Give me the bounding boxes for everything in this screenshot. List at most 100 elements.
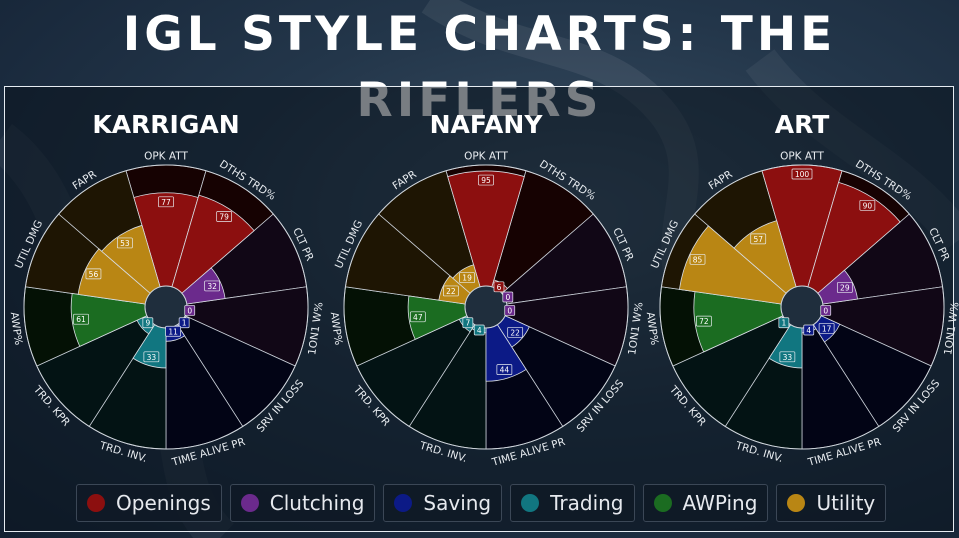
value-label: 32 (207, 282, 217, 291)
value-label-box (496, 364, 513, 375)
value-label: 22 (510, 328, 520, 337)
value-label: 29 (840, 283, 850, 292)
value-label: 79 (219, 212, 229, 221)
value-label-box (459, 272, 475, 283)
value-label: 7 (465, 319, 470, 328)
value-label-box (502, 291, 514, 303)
legend: Openings Clutching Saving Trading AWPing Util… (76, 484, 887, 522)
value-label-box (443, 285, 459, 297)
value-label-box (818, 322, 835, 334)
value-label-box (836, 282, 853, 293)
value-label: 22 (446, 287, 456, 296)
value-label-box (859, 199, 876, 211)
value-label-box (216, 211, 233, 222)
value-label-box (493, 281, 505, 293)
legend-label: Saving (423, 491, 492, 515)
value-label-box (178, 317, 190, 329)
legend-item-utility: Utility (776, 484, 887, 522)
value-label-box (696, 315, 712, 327)
value-label: 0 (823, 306, 828, 315)
value-label: 4 (806, 326, 811, 335)
value-label: 61 (76, 315, 86, 324)
value-label-box (409, 311, 426, 323)
value-label: 53 (120, 239, 130, 248)
value-label-box (507, 326, 524, 338)
value-label-box (142, 317, 154, 329)
legend-swatch (653, 494, 672, 512)
value-label-box (750, 233, 767, 245)
legend-label: AWPing (682, 491, 758, 515)
value-label-box (689, 253, 706, 265)
value-label-box (85, 268, 102, 280)
chart-title: ART (775, 110, 830, 139)
value-label: 90 (863, 201, 873, 210)
value-label-box (116, 237, 133, 249)
value-label-box (143, 351, 160, 363)
value-label-box (165, 325, 181, 337)
value-label: 44 (500, 366, 510, 375)
category-label: AWP% (328, 311, 345, 346)
chart-title: KARRIGAN (92, 110, 239, 139)
value-label: 33 (783, 353, 793, 362)
value-label: 57 (753, 235, 763, 244)
value-label-box (778, 317, 790, 329)
legend-swatch (394, 494, 413, 512)
outer-ring (343, 164, 629, 450)
value-label-box (462, 317, 474, 329)
value-label: 19 (462, 274, 472, 283)
value-label: 0 (507, 306, 512, 315)
value-label-box (204, 280, 220, 292)
outer-ring (659, 164, 945, 450)
legend-swatch (240, 494, 259, 512)
value-label: 0 (187, 306, 192, 315)
legend-label: Openings (116, 491, 211, 515)
value-label: 95 (481, 176, 491, 185)
category-label: OPK ATT (780, 151, 824, 163)
value-label-box (158, 196, 174, 208)
value-label: 9 (145, 319, 150, 328)
value-label-box (803, 324, 815, 336)
category-label: 1ON1 W% (306, 301, 325, 355)
value-label: 1 (182, 319, 187, 328)
category-label: OPK ATT (144, 151, 188, 163)
category-label: AWP% (8, 311, 25, 346)
chart-title: NAFANY (430, 110, 544, 139)
legend-swatch (87, 494, 105, 512)
legend-item-clutching: Clutching (229, 484, 376, 522)
legend-swatch (521, 494, 540, 512)
value-label-box (184, 305, 196, 316)
value-label: 85 (693, 255, 703, 264)
legend-swatch (787, 494, 806, 512)
value-label: 0 (505, 293, 510, 302)
value-label: 11 (168, 327, 178, 336)
value-label: 33 (147, 353, 157, 362)
legend-item-awping: AWPing (642, 484, 769, 522)
value-label-box (779, 351, 796, 363)
category-label: OPK ATT (464, 151, 508, 163)
value-label: 4 (477, 326, 482, 335)
value-label-box (73, 313, 89, 325)
category-label: 1ON1 W% (626, 301, 645, 355)
outer-ring (23, 164, 309, 450)
legend-item-saving: Saving (383, 484, 503, 522)
legend-label: Trading (550, 491, 624, 515)
legend-item-trading: Trading (510, 484, 635, 522)
value-label: 100 (795, 170, 810, 179)
value-label-box (478, 174, 494, 186)
value-label: 1 (781, 319, 786, 328)
value-label: 6 (497, 283, 502, 292)
legend-label: Utility (816, 491, 876, 515)
value-label-box (473, 324, 485, 336)
value-label: 47 (413, 313, 423, 322)
legend-label: Clutching (269, 491, 365, 515)
value-label-box (504, 305, 516, 316)
legend-item-openings: Openings (76, 484, 222, 522)
category-label: 1ON1 W% (942, 301, 959, 355)
value-label: 17 (822, 324, 832, 333)
value-label-box (820, 305, 832, 316)
value-label: 77 (161, 198, 171, 207)
